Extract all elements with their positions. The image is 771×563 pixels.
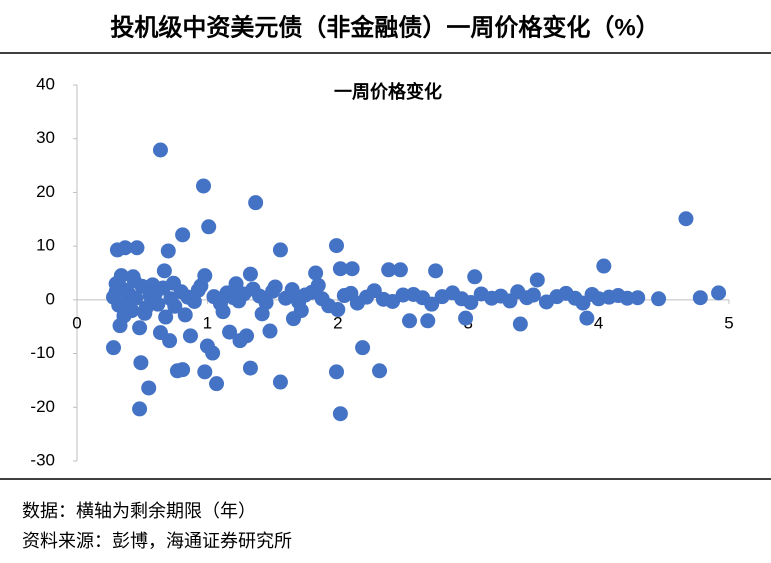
point — [242, 266, 258, 282]
point — [692, 290, 708, 306]
point — [150, 296, 166, 312]
point — [186, 293, 202, 309]
point — [160, 243, 176, 259]
point — [242, 360, 258, 376]
point — [596, 258, 612, 274]
x-tick-label: 5 — [724, 313, 733, 332]
x-tick-label: 1 — [203, 313, 212, 332]
y-tick-label: 20 — [36, 182, 55, 201]
point — [126, 273, 142, 289]
point — [458, 310, 474, 326]
point — [330, 302, 346, 318]
point — [258, 295, 274, 311]
point — [328, 238, 344, 254]
point — [428, 263, 444, 279]
chart-title: 投机级中资美元债（非金融债）一周价格变化（%） — [110, 13, 659, 41]
y-tick-label: 30 — [36, 128, 55, 147]
point — [182, 328, 198, 344]
point — [162, 333, 178, 349]
y-tick-label: 40 — [36, 74, 55, 93]
point — [711, 285, 727, 301]
point — [293, 303, 309, 319]
y-tick-label: -10 — [30, 343, 55, 362]
point — [310, 277, 326, 293]
point — [328, 364, 344, 380]
y-tick-label: 10 — [36, 236, 55, 255]
point — [106, 340, 122, 356]
y-tick-label: -20 — [30, 397, 55, 416]
point — [262, 323, 278, 339]
point — [579, 310, 595, 326]
point — [175, 227, 191, 243]
y-tick-label: 0 — [46, 289, 55, 308]
point — [392, 262, 408, 278]
point — [232, 333, 248, 349]
point — [199, 338, 215, 354]
point — [372, 363, 388, 379]
point — [272, 242, 288, 258]
point — [228, 276, 244, 292]
point — [344, 261, 360, 277]
point — [254, 306, 270, 322]
source: 资料来源：彭博，海通证券研究所 — [22, 531, 292, 551]
y-tick-label: -30 — [30, 450, 55, 469]
point — [630, 290, 646, 306]
point — [156, 263, 172, 279]
point — [165, 275, 181, 291]
point — [137, 305, 153, 321]
point — [145, 277, 161, 293]
point — [133, 355, 149, 371]
point — [678, 211, 694, 227]
point — [308, 265, 324, 281]
point — [420, 313, 436, 329]
note: 数据：横轴为剩余期限（年） — [22, 501, 256, 521]
point — [381, 262, 397, 278]
point — [128, 290, 144, 306]
point — [141, 380, 157, 396]
point — [116, 308, 132, 324]
point — [129, 240, 145, 256]
point — [332, 261, 348, 277]
point — [267, 279, 283, 295]
point — [248, 195, 264, 211]
point — [222, 324, 238, 340]
x-tick-label: 0 — [72, 313, 81, 332]
point — [651, 291, 667, 307]
x-tick-label: 2 — [333, 313, 342, 332]
point — [132, 401, 148, 417]
point — [108, 276, 124, 292]
point — [525, 287, 541, 303]
point — [463, 295, 479, 311]
point — [167, 298, 183, 314]
point — [209, 376, 225, 392]
point — [152, 142, 168, 158]
point — [109, 242, 125, 258]
point — [175, 362, 191, 378]
point — [284, 282, 300, 298]
point — [177, 307, 193, 323]
point — [424, 296, 440, 312]
point — [402, 313, 418, 329]
point — [193, 278, 209, 294]
point — [355, 340, 371, 356]
point — [201, 219, 217, 235]
point — [512, 316, 528, 332]
x-tick-label: 4 — [594, 313, 603, 332]
point — [529, 272, 545, 288]
point — [195, 178, 211, 194]
point — [215, 304, 231, 320]
point — [197, 364, 213, 380]
point — [272, 374, 288, 390]
chart-subtitle: 一周价格变化 — [334, 81, 442, 102]
point — [467, 269, 483, 285]
point — [332, 406, 348, 422]
point — [132, 320, 148, 336]
point — [158, 309, 174, 325]
